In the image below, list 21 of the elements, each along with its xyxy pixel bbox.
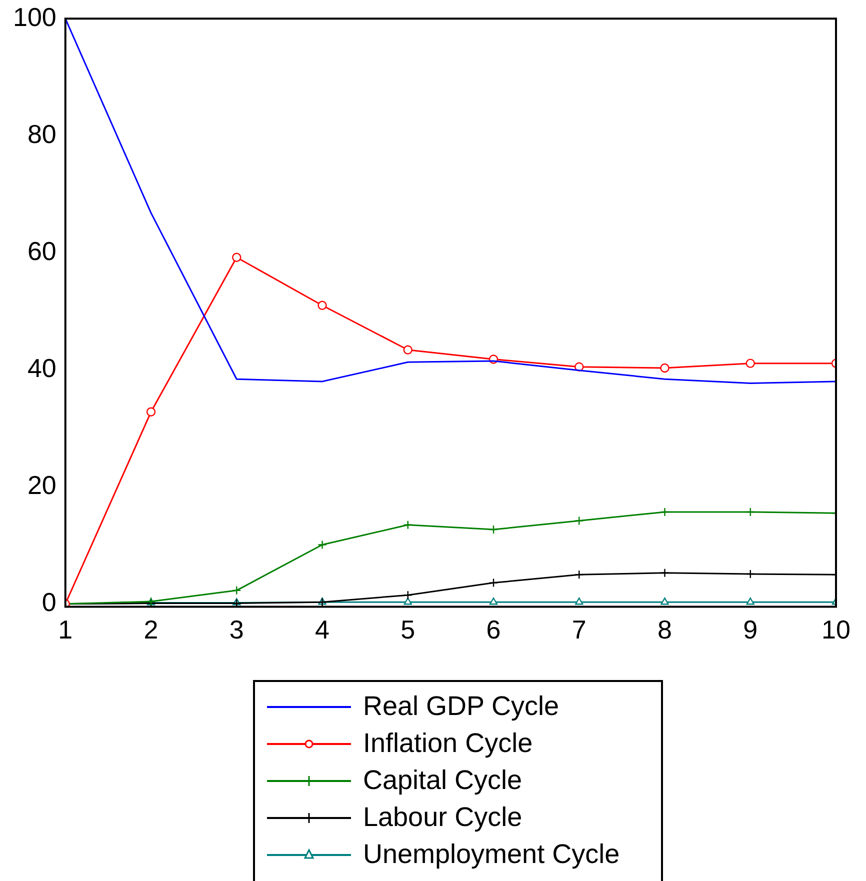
legend-label: Inflation Cycle	[363, 728, 533, 759]
legend-label: Unemployment Cycle	[363, 839, 620, 870]
y-tick-label: 40	[27, 352, 56, 383]
legend-label: Labour Cycle	[363, 802, 522, 833]
x-tick-label: 10	[822, 614, 850, 645]
x-tick-label: 1	[58, 614, 73, 645]
y-tick-label: 80	[27, 118, 56, 149]
y-tick-label: 60	[27, 236, 56, 266]
x-tick-label: 7	[572, 614, 586, 645]
x-tick-label: 3	[229, 614, 244, 645]
x-tick-label: 4	[315, 614, 330, 645]
y-tick-label: 20	[27, 470, 56, 500]
x-tick-label: 9	[743, 614, 758, 645]
legend-label: Real GDP Cycle	[363, 691, 560, 722]
x-tick-label: 2	[144, 614, 158, 645]
y-tick-label: 100	[12, 2, 56, 32]
legend-label: Capital Cycle	[363, 765, 522, 796]
x-tick-label: 8	[658, 614, 672, 645]
x-tick-label: 5	[400, 614, 416, 645]
x-tick-label: 6	[486, 614, 501, 645]
y-tick-label: 0	[42, 587, 56, 618]
